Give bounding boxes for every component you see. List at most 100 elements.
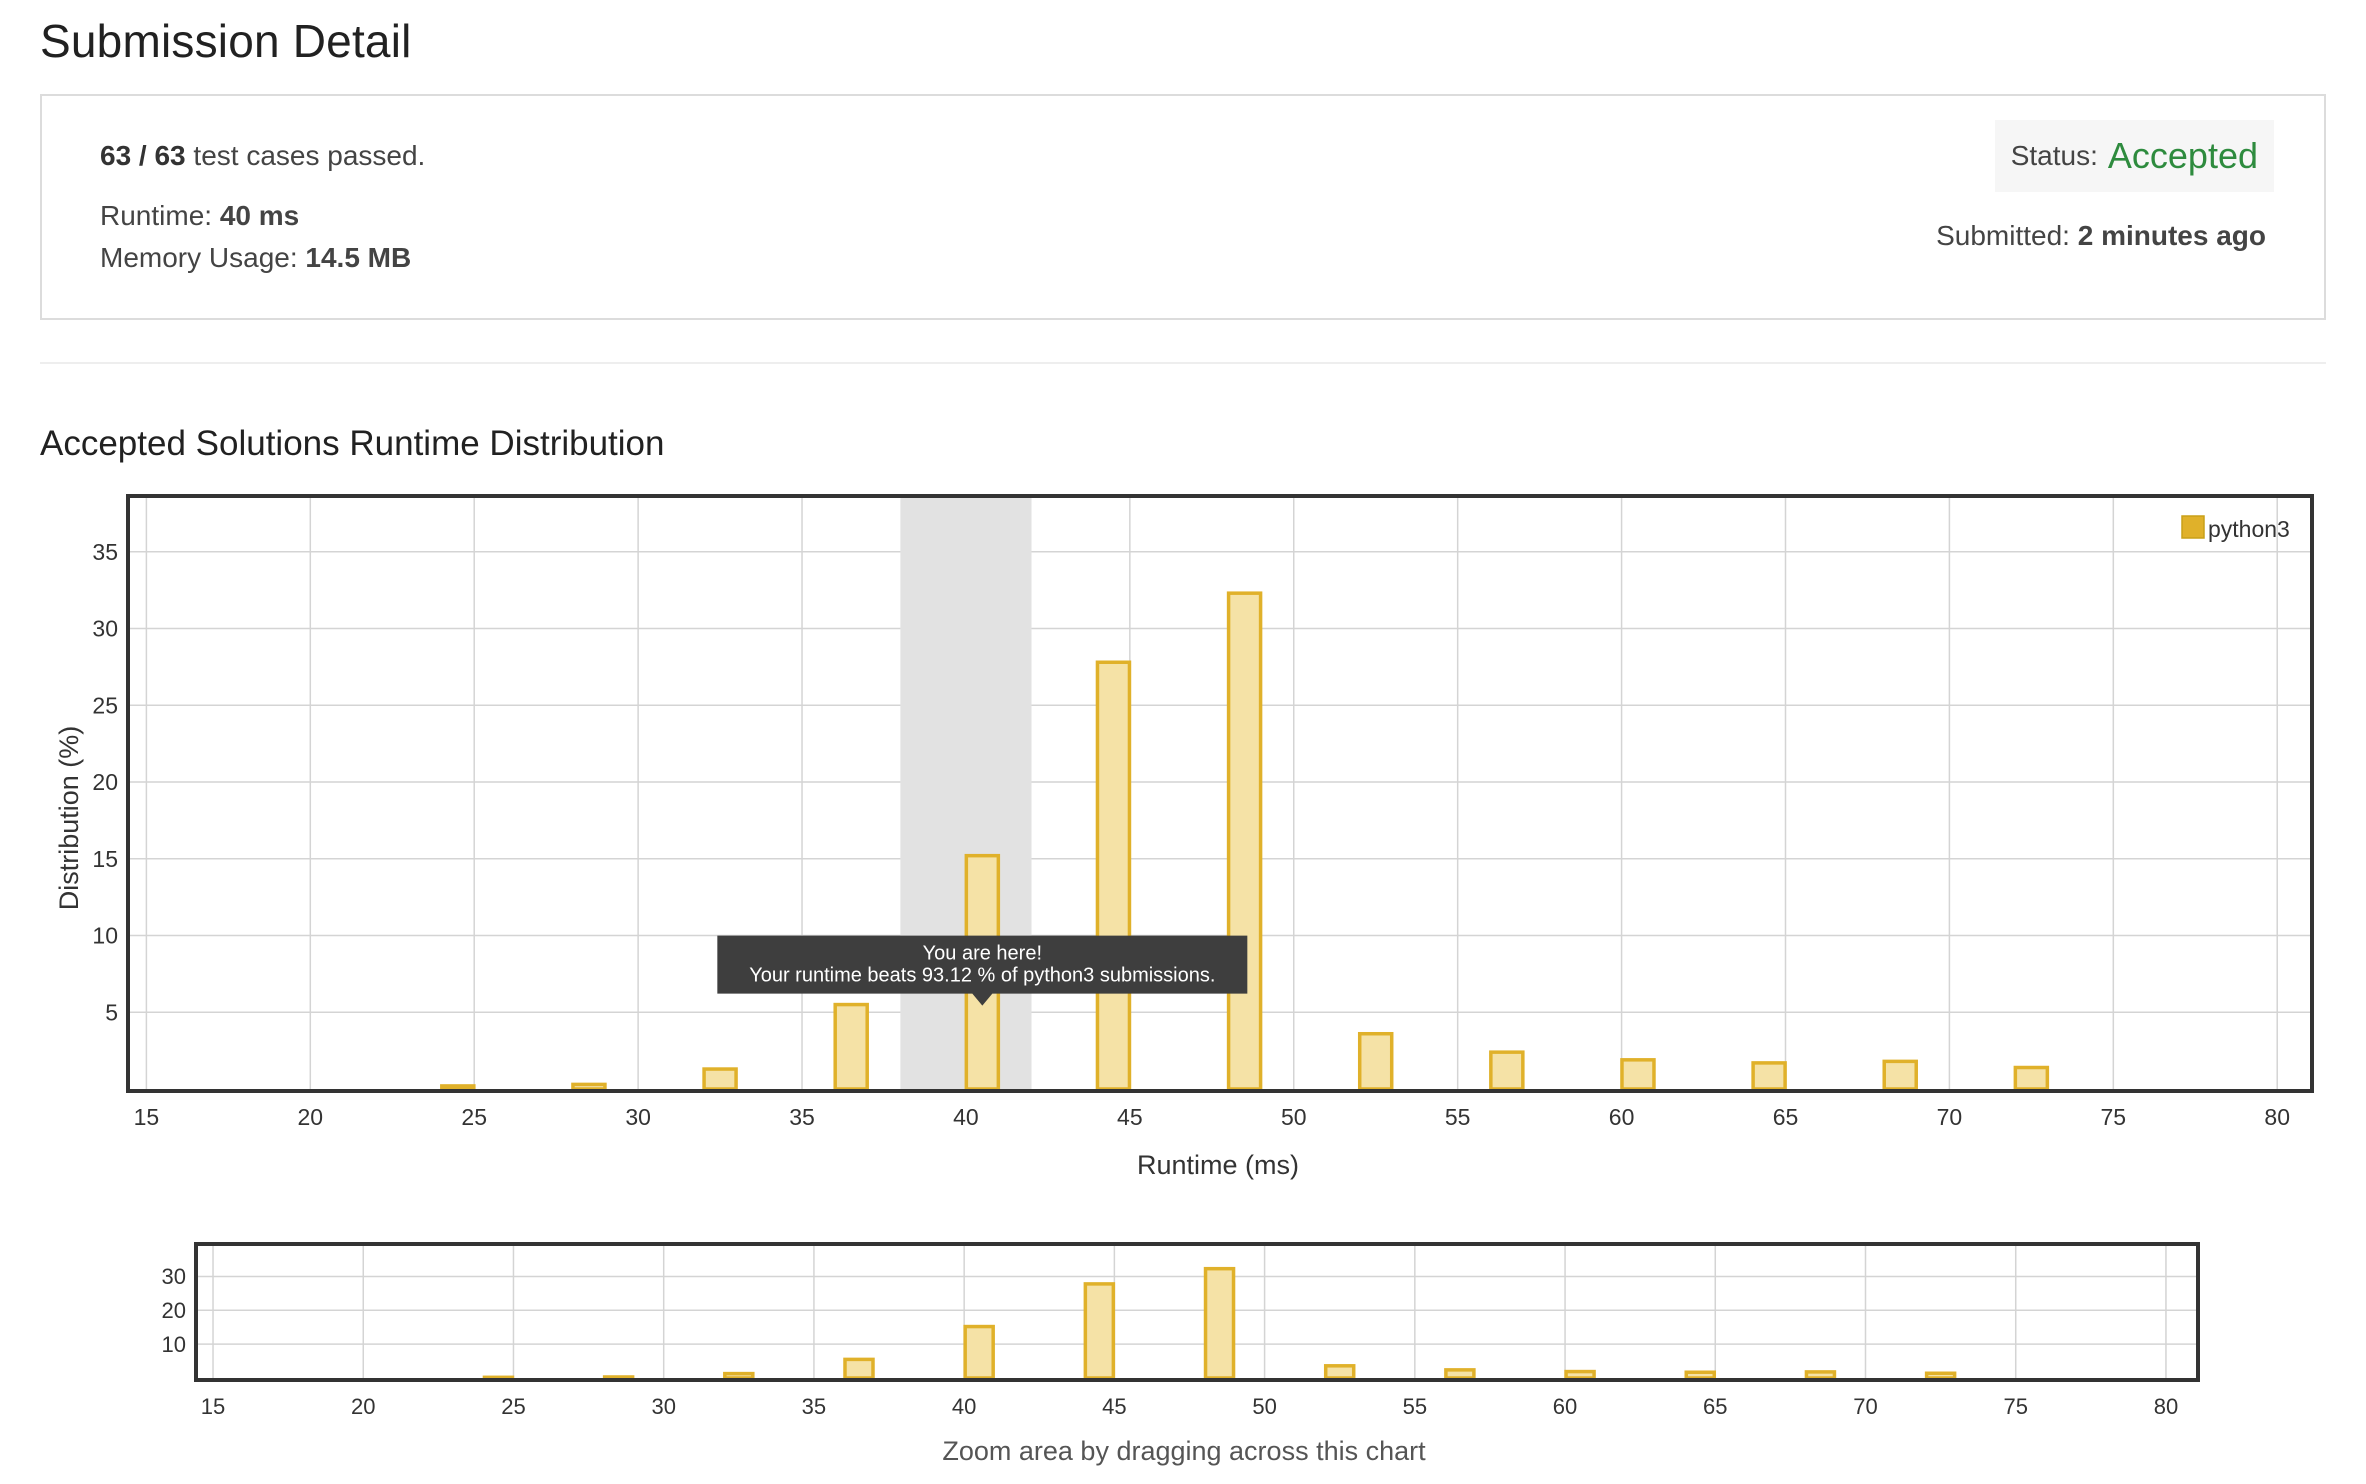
runtime-value: 40 ms xyxy=(219,200,300,231)
x-axis-label: Runtime (ms) xyxy=(1137,1150,1299,1180)
tooltip-title: You are here! xyxy=(923,943,1042,965)
histogram-bar[interactable] xyxy=(1444,1368,1476,1380)
histogram-bar[interactable] xyxy=(1357,1031,1394,1091)
y-tick-label: 25 xyxy=(92,692,118,718)
x-tick-label: 55 xyxy=(1445,1104,1471,1130)
histogram-bar[interactable] xyxy=(723,1371,755,1380)
runtime-tooltip: You are here! Your runtime beats 93.12 %… xyxy=(717,935,1248,1006)
y-tick-label: 20 xyxy=(92,769,118,795)
y-tick-label: 10 xyxy=(92,923,118,949)
status-label: Status: xyxy=(2010,140,2098,171)
histogram-bar[interactable] xyxy=(1564,1369,1596,1380)
histogram-bar[interactable] xyxy=(1804,1370,1837,1380)
histogram-bar[interactable] xyxy=(1203,1266,1236,1380)
x-tick-label: 65 xyxy=(1703,1394,1727,1419)
histogram-bar[interactable] xyxy=(1620,1058,1656,1091)
x-tick-label: 75 xyxy=(2101,1104,2127,1130)
y-tick-label: 10 xyxy=(162,1332,186,1357)
legend-label[interactable]: python3 xyxy=(2208,516,2290,542)
x-tick-label: 35 xyxy=(802,1394,826,1419)
memory-value: 14.5 MB xyxy=(305,242,412,273)
histogram-bar[interactable] xyxy=(833,1002,869,1091)
x-tick-label: 60 xyxy=(1609,1104,1635,1130)
x-tick-label: 60 xyxy=(1553,1394,1577,1419)
runtime-label: Runtime: xyxy=(100,200,213,231)
x-tick-label: 20 xyxy=(351,1394,375,1419)
x-tick-label: 65 xyxy=(1773,1104,1799,1130)
x-tick-label: 35 xyxy=(789,1104,815,1130)
x-tick-label: 30 xyxy=(651,1394,675,1419)
x-tick-label: 70 xyxy=(1937,1104,1963,1130)
x-tick-label: 55 xyxy=(1403,1394,1427,1419)
x-tick-label: 45 xyxy=(1102,1394,1126,1419)
histogram-bar[interactable] xyxy=(1882,1059,1918,1091)
main-chart-bars xyxy=(440,591,2050,1091)
legend-swatch xyxy=(2181,515,2205,539)
memory-label: Memory Usage: xyxy=(100,242,298,273)
main-chart-grid xyxy=(130,498,2310,1089)
histogram-bar[interactable] xyxy=(1226,591,1263,1091)
histogram-bar[interactable] xyxy=(1489,1050,1525,1091)
y-tick-label: 30 xyxy=(162,1264,186,1289)
test-cases-count: 63 / 63 xyxy=(100,140,186,171)
submitted-value: 2 minutes ago xyxy=(2077,220,2266,251)
histogram-bar[interactable] xyxy=(1684,1370,1717,1380)
x-tick-label: 40 xyxy=(953,1104,979,1130)
histogram-bar[interactable] xyxy=(1083,1282,1116,1380)
y-tick-label: 20 xyxy=(162,1298,186,1323)
x-tick-label: 25 xyxy=(501,1394,525,1419)
tooltip-text: Your runtime beats 93.12 % of python3 su… xyxy=(749,965,1215,987)
test-cases-line: 63 / 63 test cases passed. xyxy=(100,140,425,172)
main-y-tick-labels: 5 10 15 20 25 30 35 xyxy=(92,539,118,1026)
tooltip-box xyxy=(717,935,1248,1006)
chart-legend[interactable]: python3 xyxy=(2181,515,2290,542)
histogram-bar[interactable] xyxy=(963,1324,995,1380)
zoom-overview-chart[interactable]: 10 20 30 15 20 25 30 35 40 45 50 55 60 65 70 75 80 Zoom… xyxy=(0,1220,2366,1484)
x-tick-label: 30 xyxy=(625,1104,651,1130)
overview-bars xyxy=(482,1266,1957,1381)
x-tick-label: 15 xyxy=(201,1394,225,1419)
x-tick-label: 70 xyxy=(1853,1394,1877,1419)
overview-grid xyxy=(198,1246,2196,1378)
y-tick-label: 30 xyxy=(92,616,118,642)
histogram-bar[interactable] xyxy=(1924,1371,1957,1380)
x-tick-label: 50 xyxy=(1252,1394,1276,1419)
histogram-bar[interactable] xyxy=(843,1357,875,1380)
section-divider xyxy=(40,362,2326,364)
main-x-tick-labels: 15 20 25 30 35 40 45 50 55 60 65 70 75 80 xyxy=(134,1104,2290,1130)
x-tick-label: 80 xyxy=(2264,1104,2290,1130)
submitted-line: Submitted: 2 minutes ago xyxy=(1936,220,2266,252)
submitted-label: Submitted: xyxy=(1936,220,2070,251)
x-tick-label: 50 xyxy=(1281,1104,1307,1130)
histogram-bar[interactable] xyxy=(1095,660,1132,1091)
x-tick-label: 20 xyxy=(298,1104,324,1130)
page-title: Submission Detail xyxy=(40,15,412,67)
histogram-bar[interactable] xyxy=(2013,1065,2050,1091)
overview-caption: Zoom area by dragging across this chart xyxy=(942,1436,1426,1466)
runtime-line: Runtime: 40 ms xyxy=(100,200,299,232)
overview-y-tick-labels: 10 20 30 xyxy=(162,1264,186,1357)
x-tick-label: 45 xyxy=(1117,1104,1143,1130)
x-tick-label: 80 xyxy=(2154,1394,2178,1419)
x-tick-label: 25 xyxy=(461,1104,487,1130)
x-tick-label: 15 xyxy=(134,1104,160,1130)
status-badge: Status: Accepted xyxy=(1994,120,2274,192)
histogram-bar[interactable] xyxy=(440,1084,476,1091)
status-value[interactable]: Accepted xyxy=(2107,135,2258,176)
histogram-bar[interactable] xyxy=(571,1082,607,1091)
histogram-bar[interactable] xyxy=(1323,1364,1356,1380)
overview-x-tick-labels: 15 20 25 30 35 40 45 50 55 60 65 70 75 80 xyxy=(201,1394,2178,1419)
memory-line: Memory Usage: 14.5 MB xyxy=(100,242,411,274)
test-cases-suffix: test cases passed. xyxy=(193,140,426,171)
y-axis-label: Distribution (%) xyxy=(54,726,84,911)
histogram-bar[interactable] xyxy=(702,1067,738,1091)
histogram-bar[interactable] xyxy=(1751,1061,1787,1091)
x-tick-label: 40 xyxy=(952,1394,976,1419)
x-tick-label: 75 xyxy=(2003,1394,2027,1419)
section-title: Accepted Solutions Runtime Distribution xyxy=(40,424,665,463)
y-tick-label: 15 xyxy=(92,846,118,872)
overview-plot-frame xyxy=(194,1242,2200,1382)
runtime-distribution-chart[interactable]: 5 10 15 20 25 30 35 15 20 25 30 35 40 45 50 55 60 65 70 75… xyxy=(0,480,2366,1200)
y-tick-label: 35 xyxy=(92,539,118,565)
y-tick-label: 5 xyxy=(105,999,118,1025)
